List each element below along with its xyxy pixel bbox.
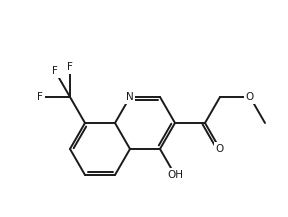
Text: F: F — [52, 66, 58, 76]
Text: F: F — [67, 62, 73, 72]
Text: OH: OH — [167, 170, 183, 180]
Text: N: N — [126, 92, 134, 102]
Text: F: F — [37, 92, 43, 102]
Text: O: O — [216, 144, 224, 154]
Text: O: O — [246, 92, 254, 102]
